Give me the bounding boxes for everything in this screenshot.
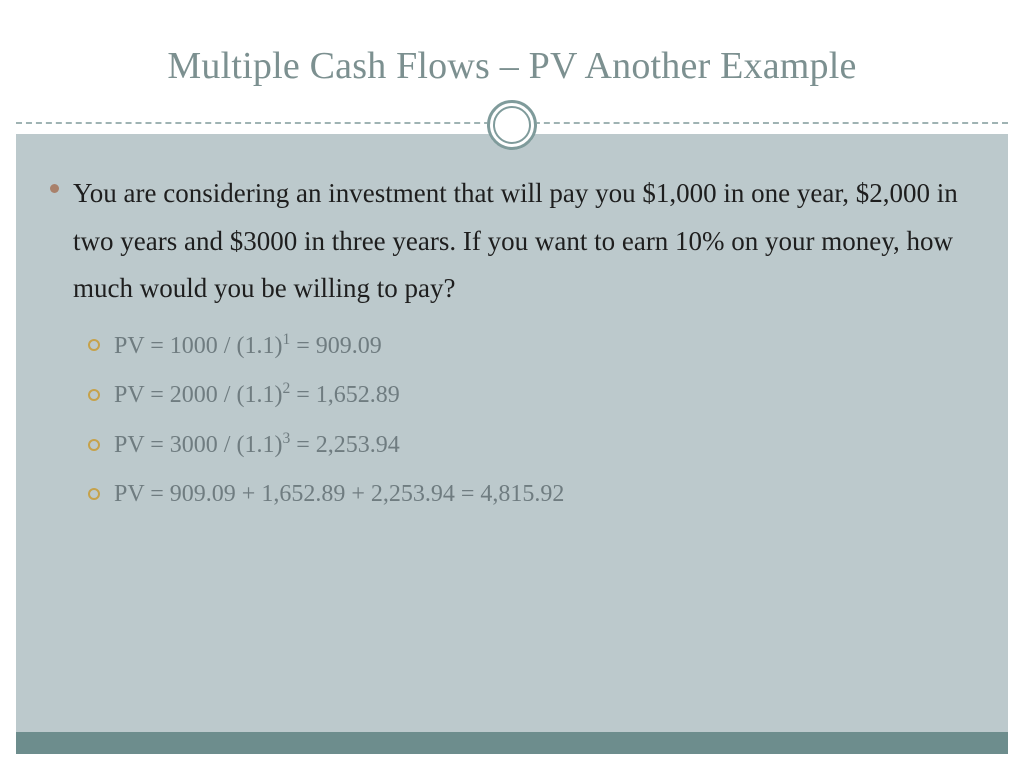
hollow-circle-icon bbox=[88, 488, 100, 500]
sub-bullet-text: PV = 2000 / (1.1)2 = 1,652.89 bbox=[114, 380, 400, 410]
hollow-circle-icon bbox=[88, 339, 100, 351]
bottom-accent-bar bbox=[16, 732, 1008, 754]
main-bullet: You are considering an investment that w… bbox=[50, 170, 974, 313]
medallion-ring-inner bbox=[493, 106, 531, 144]
slide: You are considering an investment that w… bbox=[0, 0, 1024, 768]
sub-bullet-list: PV = 1000 / (1.1)1 = 909.09 PV = 2000 / (… bbox=[88, 331, 974, 509]
bullet-dot-icon bbox=[50, 184, 59, 193]
sub-bullet-text: PV = 3000 / (1.1)3 = 2,253.94 bbox=[114, 430, 400, 460]
hollow-circle-icon bbox=[88, 439, 100, 451]
sub-bullet: PV = 3000 / (1.1)3 = 2,253.94 bbox=[88, 430, 974, 460]
medallion-icon bbox=[487, 100, 537, 150]
sub-bullet-text: PV = 1000 / (1.1)1 = 909.09 bbox=[114, 331, 382, 361]
sub-bullet: PV = 2000 / (1.1)2 = 1,652.89 bbox=[88, 380, 974, 410]
content: You are considering an investment that w… bbox=[16, 134, 1008, 509]
body-region: You are considering an investment that w… bbox=[16, 134, 1008, 754]
sub-bullet: PV = 909.09 + 1,652.89 + 2,253.94 = 4,81… bbox=[88, 480, 974, 509]
slide-title: Multiple Cash Flows – PV Another Example bbox=[16, 14, 1008, 88]
hollow-circle-icon bbox=[88, 389, 100, 401]
main-bullet-text: You are considering an investment that w… bbox=[73, 170, 974, 313]
sub-bullet-text: PV = 909.09 + 1,652.89 + 2,253.94 = 4,81… bbox=[114, 480, 564, 509]
sub-bullet: PV = 1000 / (1.1)1 = 909.09 bbox=[88, 331, 974, 361]
